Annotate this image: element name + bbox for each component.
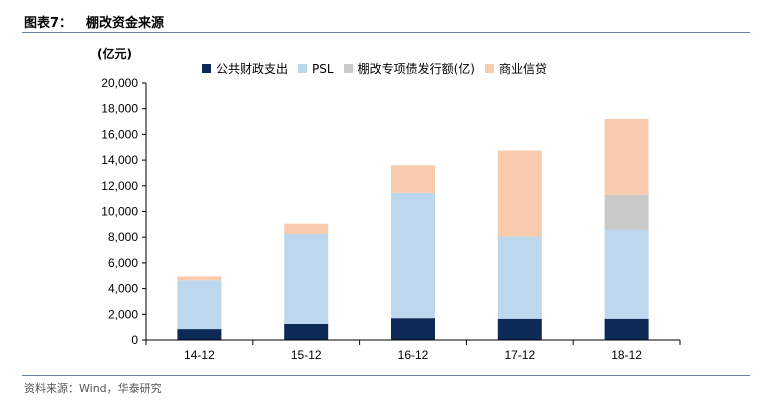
unit-label: (亿元) [97, 47, 132, 61]
legend-swatch [298, 64, 308, 73]
figure-header: 图表7： 棚改资金来源 [24, 12, 164, 31]
y-tick-label: 16,000 [101, 127, 138, 141]
y-tick-label: 8,000 [108, 230, 138, 244]
figure-title: 棚改资金来源 [86, 16, 165, 31]
x-tick-label: 14-12 [184, 348, 215, 362]
x-tick-label: 17-12 [504, 348, 535, 362]
y-tick-label: 12,000 [101, 179, 138, 193]
source-note: 资料来源：Wind，华泰研究 [24, 382, 162, 395]
y-tick-label: 6,000 [108, 256, 138, 270]
y-tick-label: 18,000 [101, 102, 138, 116]
y-tick-label: 2,000 [108, 307, 138, 321]
header-rule [22, 32, 750, 33]
x-tick-label: 15-12 [291, 348, 322, 362]
bar-segment-2-18-12 [604, 229, 649, 319]
bar-segment-1-14-12 [177, 329, 222, 340]
legend-swatch [343, 64, 353, 73]
y-tick-label: 10,000 [101, 205, 138, 219]
bar-segment-4-17-12 [497, 150, 542, 237]
y-tick-label: 4,000 [108, 282, 138, 296]
legend-label: 棚改专项债发行额(亿) [357, 62, 475, 76]
x-tick-label: 18-12 [611, 348, 642, 362]
figure-number: 图表7： [24, 16, 73, 31]
legend-item: 公共财政支出 [202, 60, 288, 77]
legend-label: 公共财政支出 [216, 62, 289, 76]
y-tick-label: 14,000 [101, 153, 138, 167]
legend-item: 商业信贷 [484, 60, 547, 77]
x-tick-label: 16-12 [398, 348, 429, 362]
bar-segment-1-18-12 [604, 318, 649, 340]
y-tick-label: 0 [131, 333, 138, 347]
bar-segment-4-15-12 [284, 223, 329, 234]
bar-segment-1-16-12 [391, 318, 435, 340]
bar-segment-2-17-12 [497, 236, 542, 319]
bar-segment-2-16-12 [391, 192, 435, 319]
legend-item: PSL [298, 62, 334, 76]
bar-segment-1-15-12 [284, 323, 329, 340]
bar-segment-2-15-12 [284, 233, 329, 324]
chart-legend: 公共财政支出 PSL 棚改专项债发行额(亿) 商业信贷 [202, 60, 557, 77]
bar-segment-4-14-12 [177, 276, 222, 281]
legend-label: PSL [312, 61, 334, 76]
legend-swatch [202, 64, 211, 73]
bar-segment-2-14-12 [177, 280, 222, 330]
bar-segment-1-17-12 [497, 318, 542, 340]
y-tick-label: 20,000 [101, 76, 138, 90]
bar-segment-3-18-12 [604, 194, 649, 230]
bar-segment-4-16-12 [391, 165, 435, 193]
legend-item: 棚改专项债发行额(亿) [343, 60, 475, 77]
legend-label: 商业信贷 [498, 62, 547, 76]
footer-rule [22, 375, 750, 376]
bar-segment-4-18-12 [604, 118, 649, 195]
legend-swatch [484, 64, 494, 73]
